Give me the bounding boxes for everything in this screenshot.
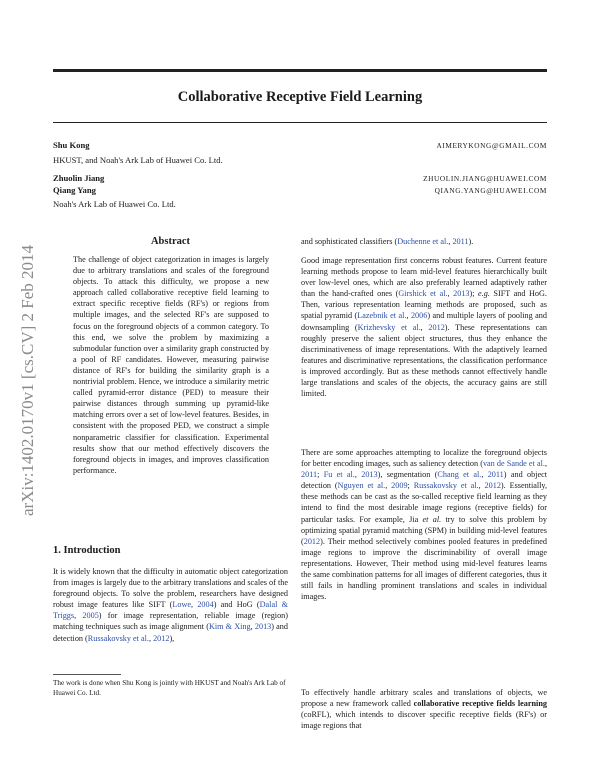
citation-link[interactable]: 2004 [197,600,214,610]
footnote: The work is done when Shu Kong is jointl… [53,679,286,697]
paper-title: Collaborative Receptive Field Learning [177,89,423,105]
citation-link[interactable]: 2011 [452,237,469,246]
citation-link[interactable]: 2012 [484,481,501,491]
citation-link[interactable]: Lazebnik et al. [357,311,407,321]
citation-link[interactable]: van de Sande et al. [482,459,545,469]
body-paragraph: To effectively handle arbitrary scales a… [301,688,547,731]
citation-link[interactable]: Dalal & Triggs [53,600,288,621]
title-rule-bottom [53,122,547,123]
citation-link[interactable]: Russakovsky et al. [87,633,149,643]
citation-link[interactable]: Kim & Xing [208,622,251,632]
citation-link[interactable]: 2012 [303,536,321,546]
citation-link[interactable]: 2011 [301,470,318,480]
citation-link[interactable]: Nguyen et al. [337,481,386,491]
citation-link[interactable]: 2009 [391,481,408,491]
author-email: AIMERYKONG@GMAIL.COM [436,141,547,150]
author-email: QIANG.YANG@HUAWEI.COM [434,186,547,195]
author-email: ZHUOLIN.JIANG@HUAWEI.COM [423,174,547,183]
citation-link[interactable]: 2012 [428,322,445,332]
citation-link[interactable]: Russakovsky et al. [413,481,479,491]
author-name: Shu Kong [53,140,90,150]
citation-link[interactable]: 2013 [361,470,378,480]
intro-paragraph: It is widely known that the difficulty i… [53,567,288,643]
citation-link[interactable]: 2013 [453,289,470,299]
arxiv-identifier: arXiv:1402.0170v1 [cs.CV] 2 Feb 2014 [18,244,37,516]
body-paragraph: There are some approaches attempting to … [301,448,548,602]
abstract-text: The challenge of object categorization i… [73,255,269,475]
citation-link[interactable]: Krizhevsky et al. [357,322,421,332]
citation-link[interactable]: Lowe [172,600,191,610]
author-name: Qiang Yang [53,185,96,195]
citation-link[interactable]: Chang et al. [437,470,482,480]
title-rule-top [53,69,547,72]
author-affiliation: HKUST, and Noah's Ark Lab of Huawei Co. … [53,155,223,165]
citation-link[interactable]: Girshick et al. [398,289,448,299]
author-name: Zhuolin Jiang [53,173,105,183]
footnote-rule [53,674,121,675]
author-affiliation: Noah's Ark Lab of Huawei Co. Ltd. [53,199,176,209]
abstract-heading: Abstract [150,236,191,247]
citation-link[interactable]: Duchenne et al. [397,237,449,246]
section-heading: 1. Introduction [53,545,121,556]
citation-link[interactable]: Fu et al. [323,470,355,480]
citation-link[interactable]: 2006 [410,311,428,321]
body-paragraph: Good image representation first concerns… [301,256,547,399]
body-paragraph: and sophisticated classifiers (Duchenne … [301,237,474,246]
citation-link[interactable]: 2011 [487,470,504,480]
citation-link[interactable]: 2012 [153,633,170,643]
citation-link[interactable]: 2013 [254,622,272,632]
citation-link[interactable]: 2005 [82,611,99,621]
